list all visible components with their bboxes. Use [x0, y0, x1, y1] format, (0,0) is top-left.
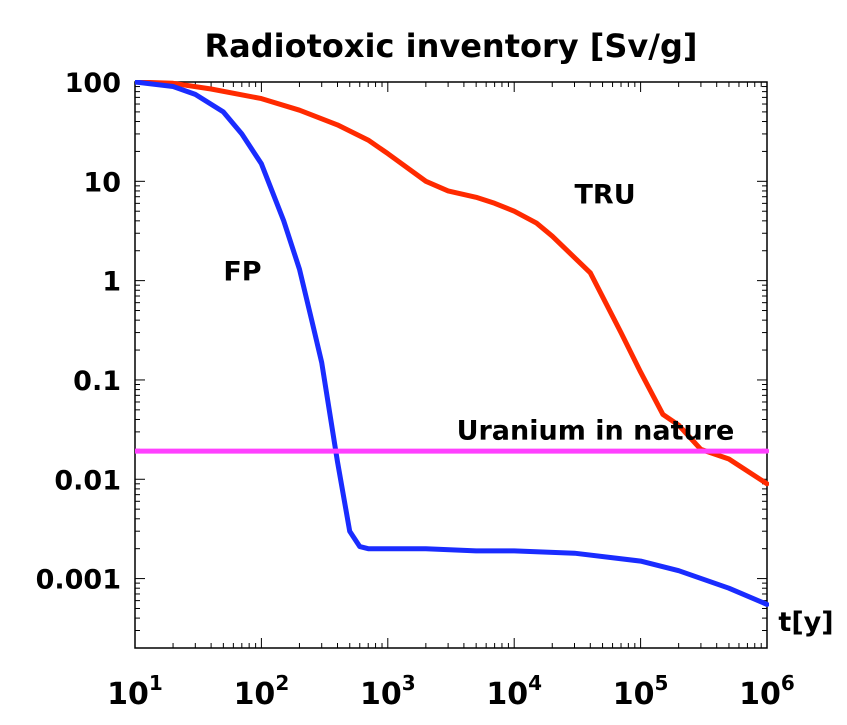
y-tick-label: 0.001 — [36, 565, 121, 596]
y-tick-label: 0.1 — [73, 366, 121, 397]
series-line-tru — [135, 80, 769, 487]
x-tick-label: 102 — [234, 671, 290, 712]
annotation-layer: TRU FP Uranium in nature — [223, 179, 734, 446]
x-tick-label: 101 — [107, 671, 163, 712]
y-axis-tick-labels: 100 10 1 0.1 0.01 0.001 — [36, 68, 121, 596]
annotation-label: Uranium in nature — [457, 416, 735, 447]
series-layer — [135, 80, 769, 607]
y-tick-label: 100 — [65, 68, 121, 99]
y-tick-label: 1 — [102, 267, 121, 298]
annotation-label: TRU — [575, 179, 636, 210]
x-axis-tick-labels: 101 102 103 104 105 106 — [107, 671, 795, 712]
annotation-label: FP — [223, 257, 261, 288]
series-line-fp — [135, 80, 769, 607]
x-tick-label: 104 — [486, 671, 542, 712]
x-tick-label: 103 — [360, 671, 416, 712]
chart-title: Radiotoxic inventory [Sv/g] — [205, 27, 698, 65]
y-tick-label: 0.01 — [54, 465, 121, 496]
y-tick-label: 10 — [83, 167, 121, 198]
plot-frame — [134, 81, 768, 649]
axis-ticks — [134, 81, 768, 649]
x-axis-label: t[y] — [778, 607, 833, 638]
x-tick-label: 105 — [613, 671, 669, 712]
x-tick-label: 106 — [739, 671, 795, 712]
